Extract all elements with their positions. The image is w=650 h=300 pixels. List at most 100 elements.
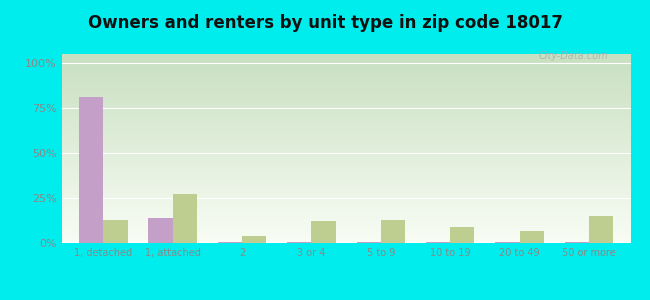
- Bar: [242, 236, 266, 243]
- Bar: [62, 160, 630, 161]
- Bar: [62, 166, 630, 167]
- Bar: [62, 185, 630, 186]
- Bar: [62, 197, 630, 198]
- Bar: [62, 67, 630, 68]
- Bar: [62, 151, 630, 152]
- Bar: [62, 57, 630, 58]
- Bar: [62, 229, 630, 230]
- Bar: [173, 194, 197, 243]
- Bar: [62, 84, 630, 85]
- Bar: [62, 216, 630, 217]
- Bar: [62, 191, 630, 192]
- Bar: [287, 242, 311, 243]
- Bar: [62, 206, 630, 207]
- Bar: [62, 213, 630, 214]
- Bar: [62, 183, 630, 184]
- Bar: [62, 224, 630, 225]
- Bar: [62, 89, 630, 90]
- Bar: [62, 162, 630, 163]
- Bar: [62, 55, 630, 56]
- Bar: [62, 163, 630, 164]
- Bar: [62, 70, 630, 71]
- Bar: [62, 59, 630, 60]
- Bar: [62, 155, 630, 156]
- Bar: [62, 93, 630, 94]
- Bar: [62, 238, 630, 239]
- Bar: [62, 96, 630, 97]
- Bar: [103, 220, 127, 243]
- Bar: [62, 107, 630, 108]
- Bar: [62, 223, 630, 224]
- Bar: [62, 117, 630, 118]
- Bar: [62, 241, 630, 242]
- Bar: [62, 204, 630, 205]
- Bar: [62, 86, 630, 87]
- Bar: [62, 158, 630, 159]
- Bar: [62, 65, 630, 66]
- Bar: [62, 137, 630, 138]
- Bar: [62, 157, 630, 158]
- Bar: [62, 82, 630, 83]
- Bar: [62, 237, 630, 238]
- Bar: [62, 76, 630, 77]
- Bar: [62, 209, 630, 210]
- Bar: [62, 105, 630, 106]
- Bar: [62, 188, 630, 189]
- Bar: [62, 115, 630, 116]
- Bar: [62, 118, 630, 119]
- Bar: [62, 72, 630, 73]
- Bar: [62, 220, 630, 221]
- Bar: [62, 221, 630, 222]
- Bar: [62, 217, 630, 218]
- Bar: [62, 78, 630, 79]
- Bar: [62, 88, 630, 89]
- Bar: [62, 177, 630, 178]
- Bar: [62, 170, 630, 171]
- Bar: [62, 207, 630, 208]
- Bar: [62, 74, 630, 75]
- Bar: [62, 53, 630, 54]
- Bar: [62, 181, 630, 182]
- Bar: [62, 60, 630, 61]
- Bar: [62, 198, 630, 199]
- Bar: [62, 168, 630, 169]
- Bar: [62, 136, 630, 137]
- Bar: [62, 146, 630, 147]
- Bar: [62, 71, 630, 72]
- Bar: [62, 131, 630, 132]
- Bar: [62, 114, 630, 115]
- Bar: [62, 202, 630, 203]
- Bar: [62, 121, 630, 122]
- Bar: [62, 66, 630, 67]
- Bar: [62, 148, 630, 149]
- Bar: [62, 69, 630, 70]
- Bar: [62, 127, 630, 128]
- Bar: [62, 156, 630, 157]
- Bar: [62, 147, 630, 148]
- Bar: [62, 129, 630, 130]
- Bar: [62, 144, 630, 145]
- Bar: [62, 219, 630, 220]
- Bar: [62, 130, 630, 131]
- Bar: [62, 140, 630, 141]
- Bar: [62, 205, 630, 206]
- Bar: [62, 124, 630, 125]
- Bar: [62, 142, 630, 143]
- Bar: [62, 68, 630, 69]
- Bar: [62, 175, 630, 176]
- Bar: [62, 123, 630, 124]
- Bar: [311, 221, 335, 243]
- Bar: [62, 186, 630, 187]
- Bar: [62, 91, 630, 92]
- Bar: [62, 110, 630, 111]
- Bar: [62, 199, 630, 200]
- Bar: [62, 234, 630, 235]
- Bar: [62, 77, 630, 78]
- Bar: [62, 233, 630, 234]
- Bar: [62, 119, 630, 120]
- Bar: [62, 99, 630, 100]
- Bar: [62, 192, 630, 193]
- Bar: [62, 236, 630, 237]
- Bar: [62, 212, 630, 213]
- Bar: [62, 58, 630, 59]
